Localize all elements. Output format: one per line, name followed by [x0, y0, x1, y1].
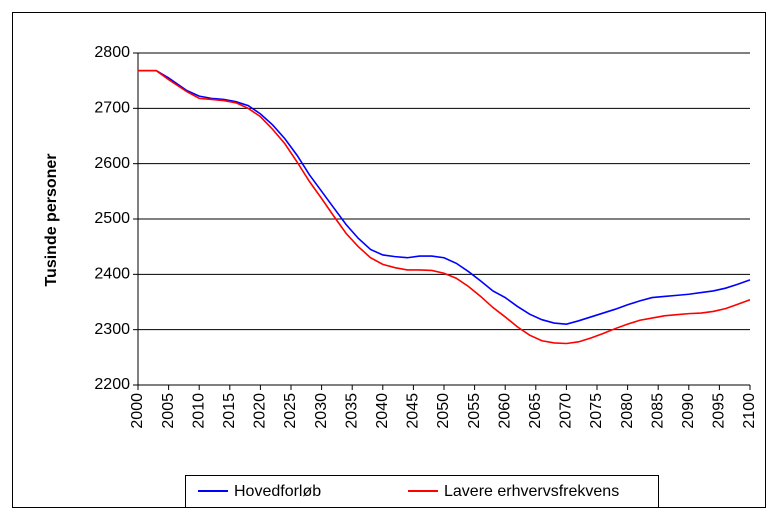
x-tick-label: 2020 — [252, 393, 269, 429]
x-tick-label: 2000 — [129, 393, 146, 429]
line-series — [138, 69, 751, 345]
x-tick-label: 2050 — [435, 393, 452, 429]
x-tick-label: 2075 — [588, 393, 605, 429]
y-tick-label: 2400 — [94, 266, 130, 283]
x-tick-label: 2060 — [496, 393, 513, 429]
chart-frame — [12, 12, 766, 508]
legend-label: Hovedforløb — [234, 483, 321, 500]
x-tick-label: 2080 — [619, 393, 636, 429]
x-tick-label: 2040 — [374, 393, 391, 429]
legend-label: Lavere erhvervsfrekvens — [444, 483, 619, 500]
x-tick-label: 2035 — [343, 393, 360, 429]
x-tick-label: 2045 — [405, 393, 422, 429]
x-tick-label: 2005 — [160, 393, 177, 429]
y-tick-label: 2200 — [94, 376, 130, 393]
x-tick-label: 2025 — [282, 393, 299, 429]
y-tick-label: 2800 — [94, 44, 130, 61]
x-tick-label: 2090 — [680, 393, 697, 429]
y-tick-label: 2600 — [94, 155, 130, 172]
y-tick-label: 2300 — [94, 321, 130, 338]
x-tick-label: 2065 — [527, 393, 544, 429]
y-tick-label: 2700 — [94, 100, 130, 117]
y-axis-label: Tusinde personer — [43, 153, 60, 286]
x-tick-label: 2030 — [313, 393, 330, 429]
x-tick-label: 2100 — [741, 393, 758, 429]
x-tick-label: 2070 — [558, 393, 575, 429]
x-tick-label: 2085 — [649, 393, 666, 429]
x-tick-label: 2055 — [466, 393, 483, 429]
line-series — [138, 69, 751, 325]
y-tick-label: 2500 — [94, 210, 130, 227]
x-tick-label: 2010 — [190, 393, 207, 429]
x-tick-label: 2095 — [711, 393, 728, 429]
x-tick-label: 2015 — [221, 393, 238, 429]
